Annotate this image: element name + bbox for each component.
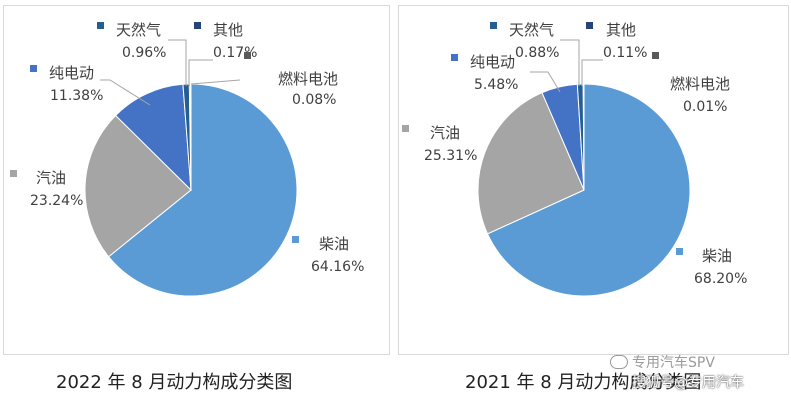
slice-value-label-2021-diesel: 68.20% bbox=[694, 271, 747, 287]
legend-marker-2021-electric bbox=[451, 54, 458, 61]
watermark-top: 专用汽车SPV bbox=[610, 352, 715, 372]
caption-2021: 2021 年 8 月动力构成分类图 bbox=[465, 372, 702, 393]
leader-line-2022-natural_gas bbox=[168, 39, 187, 86]
pie-slice-2022-electric bbox=[114, 83, 192, 192]
legend-marker-2021-natural_gas bbox=[490, 22, 497, 29]
legend-marker-2022-natural_gas bbox=[97, 22, 104, 29]
wechat-icon bbox=[610, 355, 628, 369]
legend-marker-2022-gasoline bbox=[10, 170, 17, 177]
legend-marker-2022-diesel bbox=[292, 236, 299, 243]
slice-value-label-2022-gasoline: 23.24% bbox=[30, 193, 83, 209]
slice-value-label-2021-gasoline: 25.31% bbox=[424, 148, 477, 164]
slice-value-label-2021-other: 0.11% bbox=[603, 45, 647, 61]
pie-slice-2022-fuel_cell bbox=[189, 83, 192, 191]
slice-value-label-2022-diesel: 64.16% bbox=[311, 259, 364, 275]
slice-value-label-2021-fuel_cell: 0.01% bbox=[683, 99, 727, 115]
caption-2022: 2022 年 8 月动力构成分类图 bbox=[56, 372, 293, 393]
slice-value-label-2022-natural_gas: 0.96% bbox=[122, 45, 166, 61]
leader-line-2022-other bbox=[188, 59, 213, 86]
legend-marker-2022-other bbox=[194, 22, 201, 29]
slice-value-label-2021-electric: 5.48% bbox=[474, 77, 518, 93]
pie-slice-2022-diesel bbox=[107, 83, 298, 297]
slice-value-label-2021-natural_gas: 0.88% bbox=[515, 45, 559, 61]
slice-name-label-2021-natural_gas: 天然气 bbox=[509, 21, 554, 39]
slice-name-label-2022-gasoline: 汽油 bbox=[36, 169, 66, 187]
slice-name-label-2022-electric: 纯电动 bbox=[49, 64, 94, 82]
slice-name-label-2022-other: 其他 bbox=[213, 21, 243, 39]
legend-marker-2021-diesel bbox=[676, 248, 683, 255]
slice-name-label-2021-gasoline: 汽油 bbox=[430, 124, 460, 142]
slice-name-label-2021-other: 其他 bbox=[606, 21, 636, 39]
pie-slice-2021-gasoline bbox=[477, 92, 585, 235]
pie-slice-2022-gasoline bbox=[84, 114, 192, 258]
slice-name-label-2022-natural_gas: 天然气 bbox=[116, 21, 161, 39]
slice-name-label-2021-electric: 纯电动 bbox=[470, 53, 515, 71]
legend-marker-2021-fuel_cell bbox=[652, 52, 659, 59]
watermark-line1: 专用汽车SPV bbox=[632, 355, 715, 371]
pie-slice-2021-diesel bbox=[486, 83, 691, 297]
legend-marker-2021-gasoline bbox=[402, 125, 409, 132]
leader-line-2022-electric bbox=[100, 79, 151, 106]
slice-name-label-2021-diesel: 柴油 bbox=[702, 247, 732, 265]
legend-marker-2022-electric bbox=[30, 65, 37, 72]
leader-line-2021-natural_gas bbox=[560, 39, 580, 86]
legend-marker-2022-fuel_cell bbox=[244, 52, 251, 59]
slice-value-label-2022-electric: 11.38% bbox=[50, 88, 103, 104]
watermark-bottom: 搜狐号@专用汽车 bbox=[632, 375, 744, 391]
slice-value-label-2022-fuel_cell: 0.08% bbox=[292, 92, 336, 108]
slice-name-label-2021-fuel_cell: 燃料电池 bbox=[670, 75, 730, 93]
slice-name-label-2022-fuel_cell: 燃料电池 bbox=[278, 70, 338, 88]
legend-marker-2021-other bbox=[586, 22, 593, 29]
leader-line-2021-electric bbox=[530, 71, 561, 93]
slice-name-label-2022-diesel: 柴油 bbox=[319, 235, 349, 253]
leader-line-2022-fuel_cell bbox=[190, 79, 241, 85]
leader-line-2021-other bbox=[581, 59, 603, 86]
